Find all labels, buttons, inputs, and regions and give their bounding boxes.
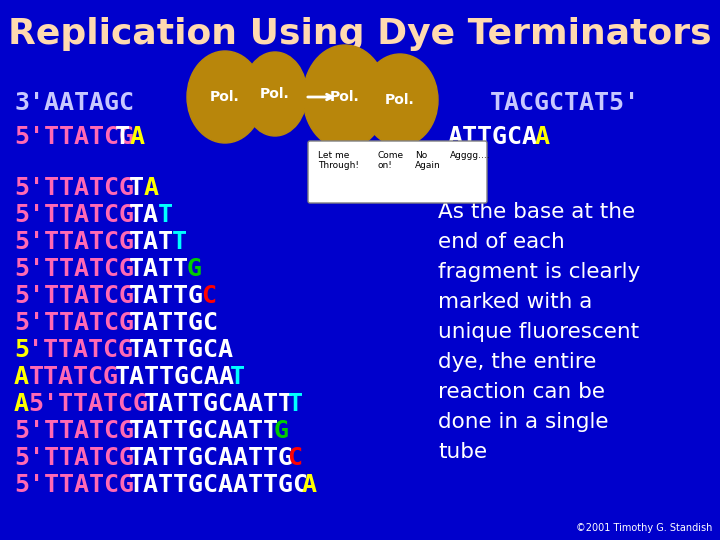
Text: Pol.: Pol. (330, 90, 360, 104)
Text: TACGCTAT5': TACGCTAT5' (490, 91, 640, 115)
Text: Let me
Through!: Let me Through! (318, 151, 359, 171)
Text: As the base at the: As the base at the (438, 202, 635, 222)
Ellipse shape (243, 52, 307, 136)
Text: A: A (143, 176, 158, 200)
Text: T: T (172, 230, 187, 254)
Text: Pol.: Pol. (210, 90, 240, 104)
Text: TATTGCAATTGC: TATTGCAATTGC (129, 473, 309, 497)
Text: 5: 5 (14, 338, 29, 362)
Text: T: T (287, 392, 302, 416)
Text: A: A (534, 125, 549, 149)
Text: TA: TA (129, 203, 159, 227)
Text: TATTGCAA: TATTGCAA (114, 365, 235, 389)
Text: A: A (14, 392, 29, 416)
Text: 5'TTATCG: 5'TTATCG (14, 311, 134, 335)
Text: T: T (230, 365, 245, 389)
Text: C: C (287, 446, 302, 470)
Text: reaction can be: reaction can be (438, 382, 605, 402)
Text: ©2001 Timothy G. Standish: ©2001 Timothy G. Standish (575, 523, 712, 533)
Text: Replication Using Dye Terminators: Replication Using Dye Terminators (8, 17, 712, 51)
Text: TAT: TAT (129, 230, 174, 254)
Text: 5'TTATCG: 5'TTATCG (14, 176, 134, 200)
Text: 5'TTATCG: 5'TTATCG (14, 284, 134, 308)
Text: G: G (186, 257, 202, 281)
Text: A: A (129, 125, 144, 149)
Text: 5'TTATCG: 5'TTATCG (14, 257, 134, 281)
Text: end of each: end of each (438, 232, 564, 252)
Text: TATTGC: TATTGC (129, 311, 219, 335)
Text: No
Again: No Again (415, 151, 441, 171)
Text: 5'TTATCG: 5'TTATCG (14, 125, 134, 149)
Text: 5'TTATCG: 5'TTATCG (14, 446, 134, 470)
Text: 5'TTATCG: 5'TTATCG (14, 419, 134, 443)
Ellipse shape (303, 45, 387, 149)
Text: TTATCG: TTATCG (28, 365, 118, 389)
Text: dye, the entire: dye, the entire (438, 352, 596, 372)
Text: TATT: TATT (129, 257, 189, 281)
Text: TATTGCA: TATTGCA (129, 338, 234, 362)
Text: 5'TTATCG: 5'TTATCG (14, 473, 134, 497)
Text: Come
on!: Come on! (378, 151, 404, 171)
Ellipse shape (362, 54, 438, 146)
Text: 5'TTATCG: 5'TTATCG (14, 203, 134, 227)
Text: Pol.: Pol. (260, 87, 290, 101)
Ellipse shape (187, 51, 263, 143)
Text: tube: tube (438, 442, 487, 462)
Text: TATTGCAATT: TATTGCAATT (143, 392, 294, 416)
Text: done in a single: done in a single (438, 412, 608, 432)
Text: 'TTATCG: 'TTATCG (28, 338, 133, 362)
Text: TATTGCAATT: TATTGCAATT (129, 419, 279, 443)
Text: 5'TTATCG: 5'TTATCG (28, 392, 148, 416)
Text: unique fluorescent: unique fluorescent (438, 322, 639, 342)
Text: Pol.: Pol. (385, 93, 415, 107)
Text: fragment is clearly: fragment is clearly (438, 262, 640, 282)
Text: 3'AATAGC: 3'AATAGC (14, 91, 134, 115)
Text: ATTGCA: ATTGCA (448, 125, 538, 149)
FancyBboxPatch shape (308, 141, 487, 203)
Text: TATTG: TATTG (129, 284, 204, 308)
Text: G: G (273, 419, 288, 443)
Text: 5'TTATCG: 5'TTATCG (14, 230, 134, 254)
Text: T: T (158, 203, 173, 227)
Text: T: T (114, 125, 130, 149)
Text: A: A (302, 473, 317, 497)
Text: T: T (129, 176, 144, 200)
Text: TATTGCAATTG: TATTGCAATTG (129, 446, 294, 470)
Text: Agggg....: Agggg.... (450, 151, 490, 160)
Text: A: A (14, 365, 29, 389)
Text: marked with a: marked with a (438, 292, 593, 312)
Text: C: C (201, 284, 216, 308)
